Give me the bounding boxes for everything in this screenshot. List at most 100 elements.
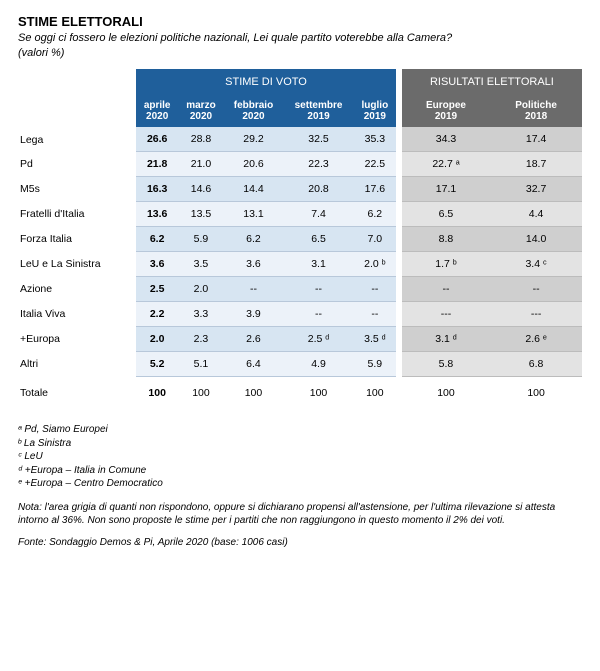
- party-name: Pd: [18, 152, 136, 177]
- cell-stime: 3.3: [178, 302, 224, 327]
- cell-risultati: ---: [490, 302, 582, 327]
- cell-stime: 20.8: [283, 177, 354, 202]
- cell-stime: 22.3: [283, 152, 354, 177]
- cell-stime: 2.0: [136, 327, 178, 352]
- col-header-stime-2: febbraio2020: [224, 95, 283, 127]
- cell-risultati: 14.0: [490, 227, 582, 252]
- cell-stime: 3.5: [178, 252, 224, 277]
- cell-stime: 2.5 ᵈ: [283, 327, 354, 352]
- cell-risultati: 6.8: [490, 352, 582, 377]
- col-header-risultati-0: Europee2019: [402, 95, 490, 127]
- cell-stime: 5.2: [136, 352, 178, 377]
- party-name: Lega: [18, 127, 136, 152]
- cell-total-stime: 100: [354, 377, 396, 410]
- cell-stime: 7.4: [283, 202, 354, 227]
- col-header-stime-1: marzo2020: [178, 95, 224, 127]
- page-subtitle2: (valori %): [18, 47, 582, 59]
- cell-risultati: 4.4: [490, 202, 582, 227]
- page-subtitle: Se oggi ci fossero le elezioni politiche…: [18, 31, 582, 45]
- cell-risultati: 18.7: [490, 152, 582, 177]
- page-title: STIME ELETTORALI: [18, 14, 582, 29]
- cell-total-stime: 100: [224, 377, 283, 410]
- footnote-line: ᵈ +Europa – Italia in Comune: [18, 464, 582, 478]
- cell-total-stime: 100: [178, 377, 224, 410]
- col-header-stime-0: aprile2020: [136, 95, 178, 127]
- cell-stime: 6.2: [136, 227, 178, 252]
- cell-risultati: 17.4: [490, 127, 582, 152]
- cell-stime: 6.4: [224, 352, 283, 377]
- col-header-stime-3: settembre2019: [283, 95, 354, 127]
- cell-stime: 3.1: [283, 252, 354, 277]
- cell-risultati: 3.1 ᵈ: [402, 327, 490, 352]
- cell-stime: 13.6: [136, 202, 178, 227]
- cell-stime: 14.6: [178, 177, 224, 202]
- cell-stime: --: [354, 277, 396, 302]
- party-name: Azione: [18, 277, 136, 302]
- cell-stime: 6.5: [283, 227, 354, 252]
- party-name: Forza Italia: [18, 227, 136, 252]
- table-head: STIME DI VOTORISULTATI ELETTORALI aprile2…: [18, 69, 582, 127]
- cell-risultati: --: [490, 277, 582, 302]
- cell-stime: 13.5: [178, 202, 224, 227]
- cell-risultati: 17.1: [402, 177, 490, 202]
- cell-stime: 3.9: [224, 302, 283, 327]
- cell-stime: 4.9: [283, 352, 354, 377]
- group-header-risultati: RISULTATI ELETTORALI: [402, 69, 582, 95]
- footnote-line: ᶜ LeU: [18, 450, 582, 464]
- cell-total-risultati: 100: [490, 377, 582, 410]
- cell-total-risultati: 100: [402, 377, 490, 410]
- cell-stime: 21.0: [178, 152, 224, 177]
- cell-stime: 3.5 ᵈ: [354, 327, 396, 352]
- table-row-total: Totale100100100100100100100: [18, 377, 582, 410]
- table-body: Lega26.628.829.232.535.334.317.4Pd21.821…: [18, 127, 582, 409]
- cell-stime: 6.2: [354, 202, 396, 227]
- cell-stime: 16.3: [136, 177, 178, 202]
- col-header-risultati-1: Politiche2018: [490, 95, 582, 127]
- footnote-line: ᵉ +Europa – Centro Democratico: [18, 477, 582, 491]
- cell-stime: 3.6: [136, 252, 178, 277]
- table-row: Fratelli d'Italia13.613.513.17.46.26.54.…: [18, 202, 582, 227]
- cell-risultati: --: [402, 277, 490, 302]
- cell-risultati: 1.7 ᵇ: [402, 252, 490, 277]
- table-row: LeU e La Sinistra3.63.53.63.12.0 ᵇ1.7 ᵇ3…: [18, 252, 582, 277]
- table-row: M5s16.314.614.420.817.617.132.7: [18, 177, 582, 202]
- cell-risultati: 8.8: [402, 227, 490, 252]
- table-row: Forza Italia6.25.96.26.57.08.814.0: [18, 227, 582, 252]
- cell-stime: 20.6: [224, 152, 283, 177]
- party-name: Altri: [18, 352, 136, 377]
- cell-risultati: 34.3: [402, 127, 490, 152]
- cell-stime: --: [283, 277, 354, 302]
- footnotes: ᵃ Pd, Siamo Europeiᵇ La Sinistraᶜ LeUᵈ +…: [18, 423, 582, 491]
- party-name: Fratelli d'Italia: [18, 202, 136, 227]
- cell-stime: 3.6: [224, 252, 283, 277]
- methodology-note: Nota: l'area grigia di quanti non rispon…: [18, 501, 582, 527]
- cell-stime: 17.6: [354, 177, 396, 202]
- party-name: +Europa: [18, 327, 136, 352]
- cell-stime: 5.9: [354, 352, 396, 377]
- cell-stime: 2.5: [136, 277, 178, 302]
- cell-stime: 5.9: [178, 227, 224, 252]
- cell-stime: 22.5: [354, 152, 396, 177]
- table-row: Pd21.821.020.622.322.522.7 ᵃ18.7: [18, 152, 582, 177]
- cell-stime: 13.1: [224, 202, 283, 227]
- cell-stime: 32.5: [283, 127, 354, 152]
- cell-stime: 14.4: [224, 177, 283, 202]
- cell-stime: 2.0: [178, 277, 224, 302]
- cell-stime: 5.1: [178, 352, 224, 377]
- cell-stime: 6.2: [224, 227, 283, 252]
- cell-risultati: 22.7 ᵃ: [402, 152, 490, 177]
- table-row: +Europa2.02.32.62.5 ᵈ3.5 ᵈ3.1 ᵈ2.6 ᵉ: [18, 327, 582, 352]
- cell-total-stime: 100: [136, 377, 178, 410]
- cell-stime: 21.8: [136, 152, 178, 177]
- cell-risultati: 5.8: [402, 352, 490, 377]
- cell-risultati: ---: [402, 302, 490, 327]
- cell-stime: --: [354, 302, 396, 327]
- table-row: Lega26.628.829.232.535.334.317.4: [18, 127, 582, 152]
- party-name: M5s: [18, 177, 136, 202]
- table-row: Italia Viva2.23.33.9----------: [18, 302, 582, 327]
- table-row: Azione2.52.0----------: [18, 277, 582, 302]
- group-header-stime: STIME DI VOTO: [136, 69, 396, 95]
- cell-stime: 29.2: [224, 127, 283, 152]
- party-name: LeU e La Sinistra: [18, 252, 136, 277]
- party-name: Italia Viva: [18, 302, 136, 327]
